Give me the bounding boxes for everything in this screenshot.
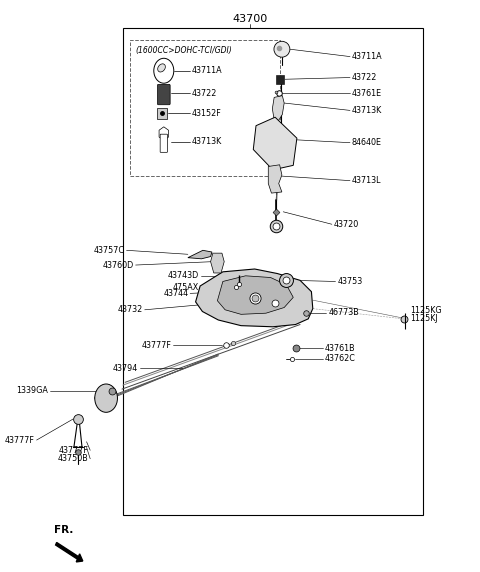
Polygon shape: [195, 269, 313, 327]
Text: 475AX: 475AX: [173, 283, 199, 292]
Text: 43750B: 43750B: [58, 454, 88, 463]
FancyBboxPatch shape: [157, 84, 170, 105]
Bar: [157, 108, 167, 119]
Text: 1125KG: 1125KG: [410, 306, 442, 315]
Text: 43711A: 43711A: [192, 66, 223, 76]
Text: 43711A: 43711A: [352, 52, 383, 61]
Text: 46773B: 46773B: [328, 308, 359, 317]
Text: 43722: 43722: [352, 73, 377, 82]
Text: 43713L: 43713L: [352, 176, 381, 185]
Polygon shape: [272, 96, 284, 122]
Text: 43777F: 43777F: [59, 446, 88, 455]
Text: 43722: 43722: [192, 89, 217, 98]
Text: 43794: 43794: [113, 364, 138, 372]
Text: 84640E: 84640E: [352, 138, 382, 147]
Text: (1600CC>DOHC-TCI/GDI): (1600CC>DOHC-TCI/GDI): [135, 46, 232, 55]
Text: 43777F: 43777F: [141, 341, 171, 350]
Text: 43732: 43732: [118, 305, 143, 314]
Text: 43743D: 43743D: [168, 271, 199, 280]
Text: 43777F: 43777F: [5, 435, 35, 444]
Polygon shape: [268, 165, 282, 193]
Text: 1339GA: 1339GA: [16, 386, 48, 395]
Text: 1125KJ: 1125KJ: [410, 315, 438, 323]
Bar: [123, 28, 423, 515]
Text: 43761B: 43761B: [324, 344, 355, 353]
Text: 43757C: 43757C: [94, 246, 125, 255]
Bar: [276, 75, 284, 84]
Polygon shape: [253, 117, 297, 170]
Text: 43713K: 43713K: [192, 137, 222, 146]
Text: 43753: 43753: [337, 277, 362, 286]
Ellipse shape: [158, 64, 166, 72]
Ellipse shape: [274, 41, 290, 57]
Text: FR.: FR.: [54, 525, 73, 535]
Polygon shape: [211, 253, 224, 273]
FancyArrow shape: [56, 542, 83, 562]
Text: 43762C: 43762C: [324, 354, 356, 363]
Text: 43760D: 43760D: [103, 260, 134, 269]
Text: 43713K: 43713K: [352, 106, 382, 115]
Text: 43761E: 43761E: [352, 89, 382, 98]
Text: 43700: 43700: [232, 14, 268, 23]
Text: 43152F: 43152F: [192, 109, 222, 118]
Polygon shape: [217, 276, 293, 315]
Polygon shape: [188, 251, 212, 259]
Text: 43744: 43744: [163, 289, 188, 298]
Text: 43720: 43720: [334, 220, 359, 229]
Circle shape: [95, 384, 118, 412]
FancyBboxPatch shape: [160, 134, 168, 152]
